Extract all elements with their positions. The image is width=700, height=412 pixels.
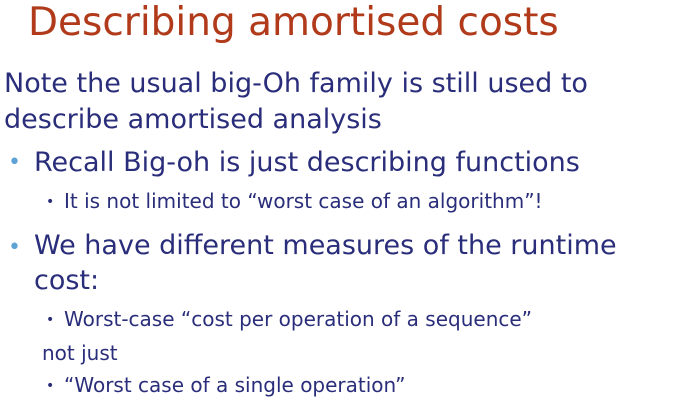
bullet-1-marker: • [8,150,21,175]
bullet-2-sub-1-line-2: not just [42,341,118,365]
intro-line-1: Note the usual big-Oh family is still us… [4,68,588,99]
bullet-2-line-1: We have different measures of the runtim… [34,230,617,261]
bullet-1-sub-1-text: It is not limited to “worst case of an a… [64,189,543,213]
bullet-2-sub-1-line-1: Worst-case “cost per operation of a sequ… [64,307,533,331]
slide-title: Describing amortised costs [28,0,559,45]
bullet-2-sub-2-text: “Worst case of a single operation” [64,373,406,397]
bullet-2-line-2: cost: [34,265,100,296]
bullet-1-text: Recall Big-oh is just describing functio… [34,147,580,178]
bullet-1-sub-1-marker: • [46,194,55,210]
bullet-2-sub-2-marker: • [46,378,55,394]
bullet-2-sub-1-marker: • [46,312,55,328]
intro-line-2: describe amortised analysis [4,104,382,135]
bullet-2-marker: • [8,235,21,260]
